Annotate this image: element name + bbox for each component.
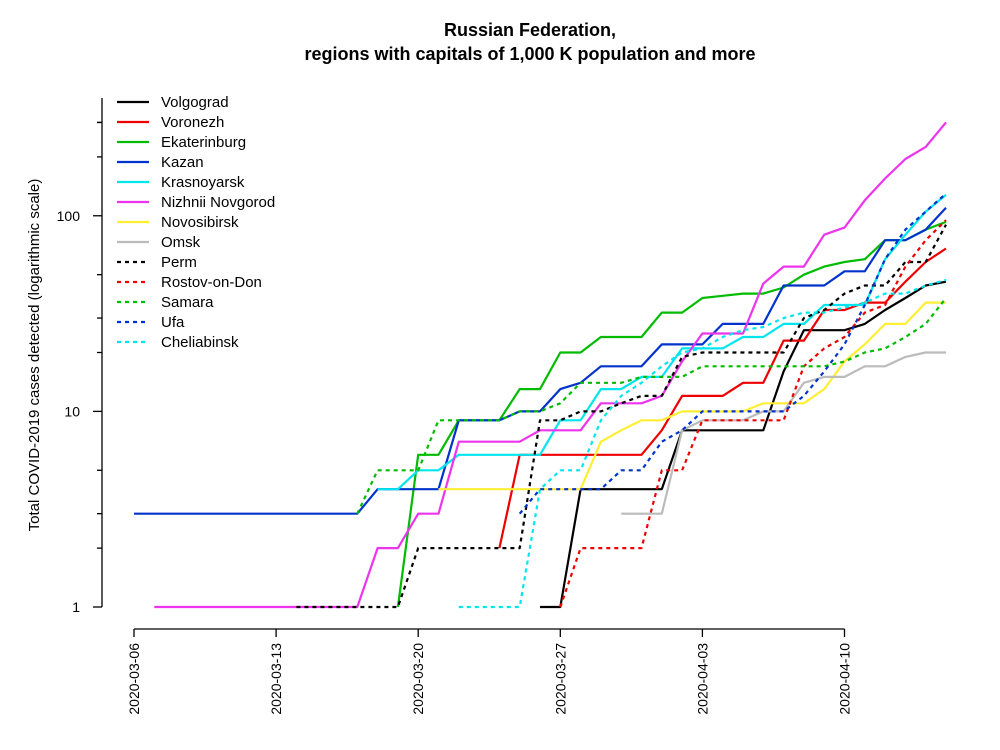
legend-item-kazan: Kazan (117, 154, 204, 171)
y-tick-label: 10 (64, 403, 80, 419)
legend-label: Ekaterinburg (161, 134, 246, 151)
legend-item-ekaterinburg: Ekaterinburg (117, 134, 246, 151)
legend-item-perm: Perm (117, 254, 197, 271)
x-tick-label: 2020-03-27 (552, 643, 568, 715)
series-line-samara (356, 297, 947, 515)
chart-title: Russian Federation, regions with capital… (304, 20, 755, 64)
series-line-ufa (518, 192, 947, 515)
series-line-cheliabinsk (458, 278, 947, 609)
legend-item-omsk: Omsk (117, 234, 201, 251)
y-axis-label: Total COVID-2019 cases detected (logarit… (26, 179, 43, 532)
legend-label: Volgograd (161, 94, 229, 111)
legend-label: Perm (161, 254, 197, 271)
legend-item-nizhnii-novgorod: Nizhnii Novgorod (117, 194, 275, 211)
series-line-perm (296, 224, 947, 609)
chart-title-line-1: Russian Federation, (444, 20, 616, 40)
legend-label: Voronezh (161, 114, 224, 131)
series-line-novosibirsk (438, 301, 946, 491)
series-line-kazan (134, 206, 947, 515)
axes: 1 10 100 2020-03-06 2020-03-13 2020-03-20 2020… (57, 98, 853, 715)
legend-label: Nizhnii Novgorod (161, 194, 275, 211)
legend-item-cheliabinsk: Cheliabinsk (117, 334, 239, 351)
legend-item-rostov-on-don: Rostov-on-Don (117, 274, 262, 291)
legend-label: Rostov-on-Don (161, 274, 262, 291)
series-layer (134, 121, 947, 609)
chart-title-line-2: regions with capitals of 1,000 K populat… (304, 44, 755, 64)
legend-item-ufa: Ufa (117, 314, 185, 331)
series-line-rostov-on-don (559, 219, 947, 608)
legend-item-volgograd: Volgograd (117, 94, 229, 111)
legend-item-samara: Samara (117, 294, 214, 311)
legend-item-novosibirsk: Novosibirsk (117, 214, 239, 231)
legend-label: Samara (161, 294, 214, 311)
legend-label: Omsk (161, 234, 201, 251)
legend-label: Ufa (161, 314, 185, 331)
legend: Volgograd Voronezh Ekaterinburg Kazan Krasno… (117, 94, 275, 351)
series-line-krasnoyarsk (377, 193, 947, 491)
x-tick-label: 2020-03-06 (126, 643, 142, 715)
series-line-voronezh (498, 247, 947, 549)
series-line-omsk (621, 351, 946, 515)
series-line-nizhnii-novgorod (154, 121, 947, 609)
x-tick-label: 2020-03-20 (410, 643, 426, 715)
legend-item-krasnoyarsk: Krasnoyarsk (117, 174, 245, 191)
y-tick-label: 100 (57, 208, 81, 224)
y-tick-label: 1 (72, 599, 80, 615)
series-line-volgograd (540, 280, 947, 609)
legend-label: Krasnoyarsk (161, 174, 245, 191)
x-tick-label: 2020-04-03 (694, 643, 710, 715)
x-tick-label: 2020-04-10 (837, 643, 853, 715)
legend-label: Cheliabinsk (161, 334, 239, 351)
legend-label: Novosibirsk (161, 214, 239, 231)
x-tick-label: 2020-03-13 (268, 643, 284, 715)
legend-label: Kazan (161, 154, 204, 171)
legend-item-voronezh: Voronezh (117, 114, 224, 131)
